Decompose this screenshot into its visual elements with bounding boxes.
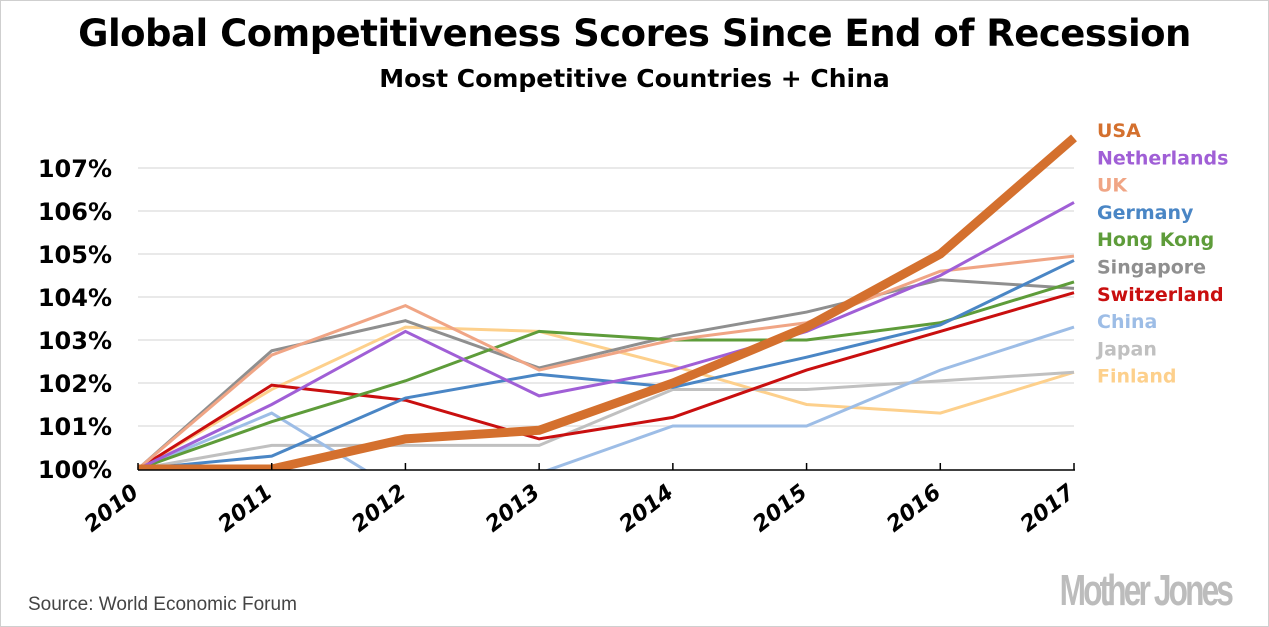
y-tick-label: 103% [38, 327, 112, 355]
legend-item-finland: Finland [1097, 366, 1176, 388]
x-tick-label: 2015 [749, 480, 813, 537]
x-tick-label: 2012 [347, 480, 411, 537]
series-line-finland [137, 325, 1075, 470]
gridlines [138, 167, 1074, 427]
series-line-germany [137, 259, 1075, 470]
x-tick-label: 2013 [481, 480, 545, 537]
y-tick-label: 105% [38, 241, 112, 269]
x-axis-ticks: 2010 2011 2012 2013 2014 2015 2016 2017 [80, 480, 1080, 538]
x-tick-label: 2016 [882, 480, 946, 537]
y-tick-label: 106% [38, 198, 112, 226]
series-line-netherlands [137, 201, 1075, 470]
legend-item-uk: UK [1097, 175, 1128, 197]
y-tick-label: 100% [38, 456, 112, 484]
x-tick-label: 2010 [80, 480, 144, 537]
legend-item-usa: USA [1097, 120, 1141, 142]
y-axis-ticks: 100% 101% 102% 103% 104% 105% 106% 107% [38, 155, 112, 484]
legend: USA Netherlands UK Germany Hong Kong Singapor… [1095, 120, 1228, 388]
source-note: Source: World Economic Forum [28, 594, 297, 615]
legend-item-hong-kong: Hong Kong [1097, 229, 1214, 251]
publisher-logo: Mother Jones [1059, 566, 1234, 615]
x-tick-label: 2014 [615, 480, 679, 537]
series-lines [137, 134, 1077, 470]
series-line-usa [138, 134, 1077, 470]
y-tick-label: 104% [38, 284, 112, 312]
series-line-china [137, 325, 1075, 470]
x-tick-label: 2017 [1016, 480, 1080, 538]
legend-item-netherlands: Netherlands [1097, 147, 1228, 169]
y-tick-label: 101% [38, 413, 112, 441]
legend-item-switzerland: Switzerland [1097, 284, 1224, 306]
series-line-switzerland [137, 291, 1075, 470]
series-line-uk [137, 254, 1075, 470]
chart-title: Global Competitiveness Scores Since End … [78, 12, 1191, 55]
x-axis [137, 463, 1075, 471]
legend-item-germany: Germany [1097, 202, 1194, 224]
x-tick-label: 2011 [214, 480, 278, 537]
y-tick-label: 107% [38, 155, 112, 183]
legend-item-japan: Japan [1095, 338, 1157, 360]
chart-subtitle: Most Competitive Countries + China [379, 64, 890, 93]
legend-item-singapore: Singapore [1097, 257, 1206, 279]
legend-item-china: China [1097, 311, 1157, 333]
series-line-hong-kong [137, 280, 1075, 470]
y-tick-label: 102% [38, 370, 112, 398]
